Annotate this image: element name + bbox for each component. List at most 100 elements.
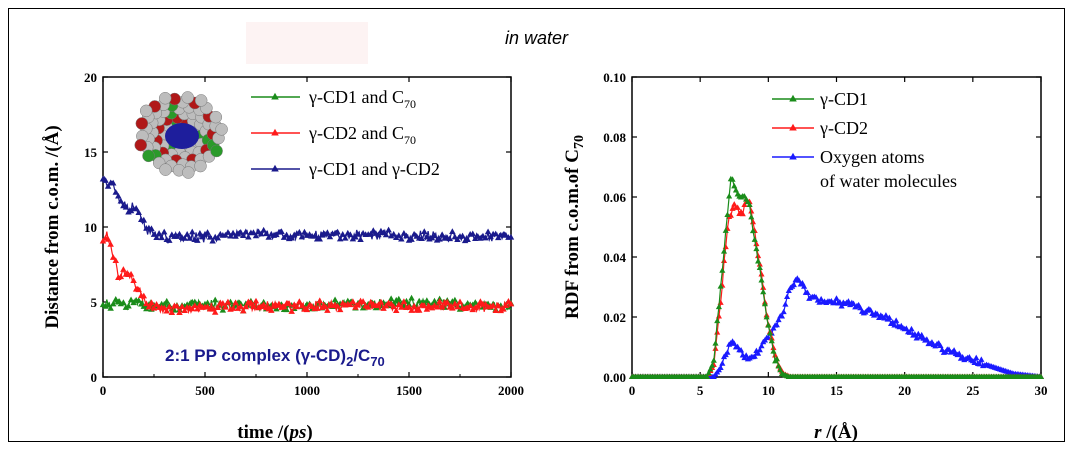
left-series-marker xyxy=(387,295,395,302)
left-series-marker xyxy=(316,297,323,304)
left-series-marker xyxy=(117,273,125,280)
left-series-marker xyxy=(454,303,461,310)
left-series-marker xyxy=(130,277,137,284)
left-series-marker xyxy=(492,230,499,237)
left-series-marker xyxy=(438,231,446,238)
right-y-axis-label: RDF from c.o.m.of C70 xyxy=(562,135,587,319)
left-series-marker xyxy=(454,236,461,242)
left-series-marker xyxy=(359,298,367,304)
molecule-atom xyxy=(215,123,228,136)
left-series-marker xyxy=(120,299,127,306)
right-series-marker xyxy=(1037,373,1045,380)
left-series-marker xyxy=(398,235,405,242)
left-series-marker xyxy=(342,234,349,241)
left-series-marker xyxy=(324,229,331,236)
left-series-marker xyxy=(166,237,173,243)
right-series-1 xyxy=(628,175,1045,380)
left-series-marker xyxy=(176,309,183,316)
left-series-marker xyxy=(160,228,168,235)
left-series-marker xyxy=(245,233,252,240)
right-series-marker xyxy=(751,353,758,359)
left-series-marker xyxy=(390,303,397,310)
right-series-marker xyxy=(765,322,772,328)
right-y-tick-label: 0.08 xyxy=(603,130,626,145)
left-series-marker xyxy=(109,179,117,186)
right-series-marker xyxy=(753,245,760,252)
left-series-marker xyxy=(173,302,181,309)
left-series-marker xyxy=(431,232,438,239)
left-series-marker xyxy=(242,228,250,235)
left-series-marker xyxy=(262,230,270,237)
right-series-marker xyxy=(755,350,762,356)
left-series-marker xyxy=(125,302,132,309)
left-series-marker xyxy=(229,229,237,236)
right-series-marker xyxy=(937,342,944,349)
left-x-tick-label: 1000 xyxy=(294,383,320,398)
left-legend-marker xyxy=(271,92,279,100)
left-series-marker xyxy=(252,297,260,304)
right-series-marker xyxy=(751,236,758,242)
left-series-marker xyxy=(206,233,214,240)
left-series-marker xyxy=(456,298,464,305)
right-series-marker xyxy=(720,248,728,254)
left-series-marker xyxy=(489,302,497,308)
left-series-marker xyxy=(178,303,186,309)
left-series-marker xyxy=(451,300,459,307)
left-series-marker xyxy=(367,230,374,237)
right-series-marker xyxy=(714,329,721,335)
left-series-marker xyxy=(339,231,346,237)
left-series-marker xyxy=(181,234,188,241)
left-series-marker xyxy=(311,232,318,239)
left-series-marker xyxy=(472,299,479,305)
right-legend-label: γ-CD1 xyxy=(819,89,868,109)
left-series-marker xyxy=(135,286,142,293)
right-series-marker xyxy=(971,359,978,365)
left-x-tick-label: 1500 xyxy=(396,383,422,398)
right-x-tick-label: 30 xyxy=(1035,383,1048,398)
right-series-marker xyxy=(761,300,768,307)
left-series-marker xyxy=(183,231,191,237)
right-series-marker xyxy=(758,271,765,277)
left-series-marker xyxy=(347,301,354,308)
left-series-marker xyxy=(194,305,201,312)
left-series-marker xyxy=(112,189,119,195)
left-series-marker xyxy=(326,233,334,240)
left-series-marker xyxy=(219,306,227,313)
left-series-marker xyxy=(257,230,265,237)
right-series-marker xyxy=(770,344,777,351)
right-series-marker xyxy=(749,227,757,234)
right-series-2 xyxy=(628,196,1045,380)
right-series-marker xyxy=(838,303,845,309)
right-series-marker xyxy=(976,360,983,367)
left-series-marker xyxy=(211,296,219,303)
molecule-image xyxy=(134,91,228,179)
right-series-marker xyxy=(801,283,808,289)
left-x-tick-label: 500 xyxy=(195,383,215,398)
left-series-marker xyxy=(298,233,306,240)
right-series-marker xyxy=(715,303,722,310)
left-series-marker xyxy=(283,231,290,238)
left-series-marker xyxy=(240,232,247,239)
left-series-marker xyxy=(214,304,221,310)
right-series-marker xyxy=(705,369,712,376)
left-series-marker xyxy=(237,228,244,235)
molecule-atom xyxy=(181,91,194,104)
left-series-marker xyxy=(117,197,125,204)
figure-frame xyxy=(8,8,1065,442)
left-series-marker xyxy=(227,232,234,239)
left-series-marker xyxy=(143,300,150,307)
left-y-tick-label: 10 xyxy=(84,220,97,235)
left-series-marker xyxy=(127,296,135,303)
left-series-marker xyxy=(109,300,117,307)
right-series-marker xyxy=(703,373,711,380)
left-series-marker xyxy=(398,304,405,310)
left-series-marker xyxy=(224,229,232,235)
left-legend-label: γ-CD2 and C70 xyxy=(308,123,416,147)
left-series-marker xyxy=(237,303,244,309)
right-series-marker xyxy=(729,176,736,182)
left-series-marker xyxy=(209,237,216,244)
left-series-marker xyxy=(260,226,267,233)
right-series-marker xyxy=(756,261,763,267)
left-series-marker xyxy=(418,235,425,241)
